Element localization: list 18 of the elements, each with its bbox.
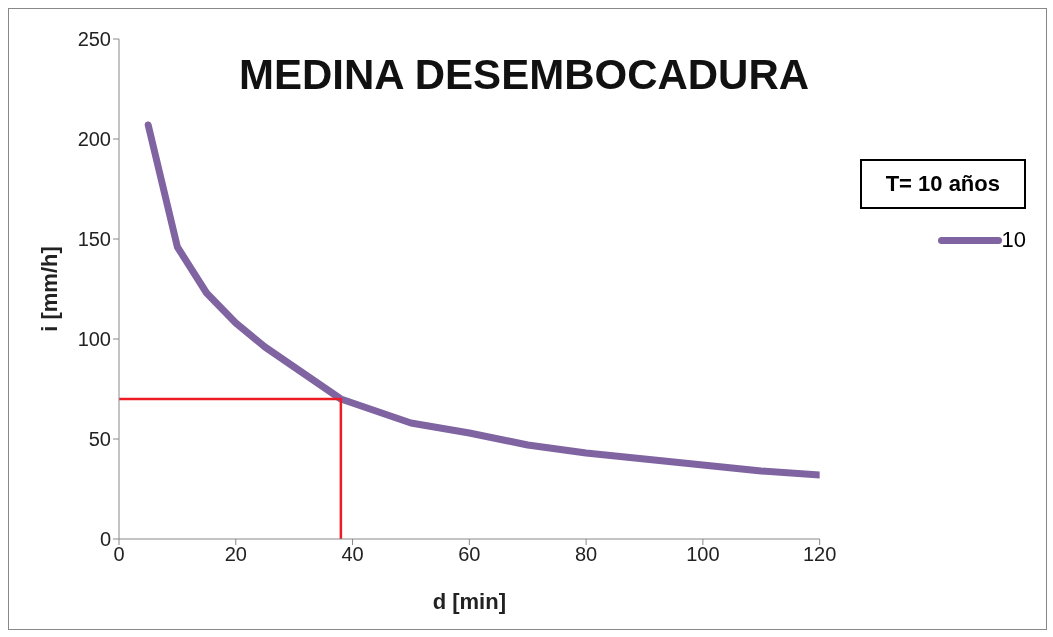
x-tick-label: 20	[224, 543, 247, 566]
y-tick-label: 200	[77, 128, 111, 151]
y-tick-label: 150	[77, 228, 111, 251]
x-tick-label: 100	[686, 543, 720, 566]
y-tick-label: 100	[77, 328, 111, 351]
y-axis-title: i [mm/h]	[36, 246, 62, 332]
y-tick-label: 250	[77, 28, 111, 51]
x-tick-label: 120	[802, 543, 837, 566]
legend-label: 10	[1001, 227, 1026, 253]
y-tick-label: 0	[99, 528, 111, 551]
x-tick-label: 60	[458, 543, 481, 566]
chart-title: MEDINA DESEMBOCADURA	[239, 51, 810, 99]
x-tick-label: 80	[574, 543, 598, 566]
legend-title: T= 10 años	[859, 159, 1026, 209]
x-axis-title: d [min]	[432, 589, 506, 614]
x-tick-label: 40	[341, 543, 364, 566]
x-tick-label: 0	[113, 543, 125, 566]
y-tick-label: 50	[88, 428, 111, 451]
